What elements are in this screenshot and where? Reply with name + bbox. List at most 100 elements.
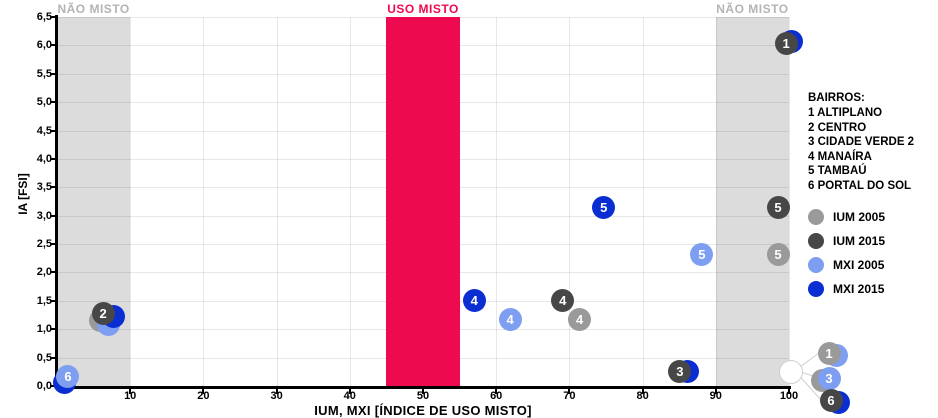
- y-axis-tick: [50, 243, 55, 246]
- marker-bairro-1-ium-2015[interactable]: 1: [774, 31, 798, 55]
- series-color-dot: [808, 257, 824, 273]
- x-tick-label: 100: [779, 390, 799, 402]
- x-axis-line: [55, 386, 791, 389]
- vertical-gridline: [789, 17, 790, 386]
- bairros-legend: BAIRROS: 1 ALTIPLANO 2 CENTRO 3 CIDADE V…: [808, 92, 938, 193]
- vertical-gridline: [203, 17, 205, 386]
- x-axis-tick: [568, 389, 571, 394]
- y-axis-line: [55, 15, 58, 389]
- vertical-gridline: [642, 17, 644, 386]
- y-axis-tick: [50, 157, 55, 160]
- band-uso-misto: [386, 17, 460, 386]
- vertical-gridline: [349, 17, 351, 386]
- y-axis-tick: [50, 186, 55, 189]
- marker-bairro-5-ium-2015[interactable]: 5: [766, 196, 790, 220]
- x-axis-tick: [714, 389, 717, 394]
- marker-bairro-4-mxi-2015[interactable]: 4: [462, 289, 486, 313]
- legend-item-centro: 2 CENTRO: [808, 121, 867, 134]
- vertical-gridline: [715, 17, 717, 386]
- series-legend-label: IUM 2015: [833, 234, 886, 248]
- band-title: NÃO MISTO: [716, 2, 789, 16]
- y-axis-tick: [50, 271, 55, 274]
- y-axis-tick: [50, 299, 55, 302]
- x-tick-label: 60: [490, 390, 503, 402]
- y-tick-label: 6,5: [36, 11, 52, 23]
- x-tick-label: 90: [709, 390, 722, 402]
- callout-badge-6[interactable]: 6: [819, 388, 843, 412]
- x-tick-label: 50: [416, 390, 430, 402]
- y-axis-title: IA [FSI]: [16, 173, 30, 215]
- y-axis-tick: [50, 44, 55, 47]
- x-axis-tick: [495, 389, 498, 394]
- series-color-dot: [808, 281, 824, 297]
- y-axis-tick: [50, 385, 55, 387]
- callout-anchor-circle: [779, 359, 804, 384]
- x-tick-label: 20: [197, 390, 210, 402]
- y-axis-tick: [50, 328, 55, 331]
- series-legend-label: MXI 2005: [833, 258, 885, 272]
- legend-item-tambau: 5 TAMBAÚ: [808, 165, 867, 177]
- band-title: NÃO MISTO: [57, 2, 130, 16]
- y-tick-label: 4,0: [36, 152, 52, 165]
- y-tick-label: 2,5: [36, 238, 52, 251]
- marker-bairro-4-ium-2015[interactable]: 4: [551, 289, 575, 313]
- y-tick-label: 0,0: [36, 380, 52, 392]
- x-axis-tick: [788, 389, 790, 394]
- bairros-legend-title: BAIRROS:: [808, 92, 865, 104]
- x-axis-tick: [641, 389, 644, 394]
- series-legend-row-ium-2005: IUM 2005: [808, 205, 885, 229]
- legend-item-altiplano: 1 ALTIPLANO: [808, 107, 883, 119]
- y-tick-label: 0,5: [36, 351, 52, 364]
- x-tick-label: 10: [124, 390, 137, 402]
- legend-item-portal-do-sol: 6 PORTAL DO SOL: [808, 179, 912, 192]
- x-tick-label: 80: [636, 390, 649, 402]
- y-tick-label: 6,0: [36, 39, 52, 52]
- legend-item-manaira: 4 MANAÍRA: [808, 150, 872, 163]
- vertical-gridline: [130, 17, 132, 386]
- marker-bairro-5-ium-2005[interactable]: 5: [766, 243, 790, 267]
- marker-bairro-5-mxi-2015[interactable]: 5: [592, 196, 616, 220]
- series-color-dot: [808, 209, 824, 225]
- marker-bairro-6-mxi-2005[interactable]: 6: [56, 365, 80, 389]
- callout-badge-3[interactable]: 3: [817, 366, 841, 390]
- marker-bairro-3-ium-2015[interactable]: 3: [668, 360, 692, 384]
- marker-bairro-2-ium-2015[interactable]: 2: [91, 302, 115, 326]
- band-nao-misto: [57, 17, 131, 386]
- series-legend-row-ium-2015: IUM 2015: [808, 229, 885, 253]
- y-axis-tick: [50, 72, 55, 75]
- vertical-gridline: [276, 17, 278, 386]
- vertical-gridline: [569, 17, 571, 386]
- series-legend-row-mxi-2015: MXI 2015: [808, 277, 885, 301]
- x-tick-label: 30: [270, 390, 283, 402]
- marker-bairro-4-mxi-2005[interactable]: 4: [498, 307, 522, 331]
- series-legend: IUM 2005 IUM 2015 MXI 2005 MXI 2015: [808, 205, 885, 301]
- vertical-gridline: [496, 17, 498, 386]
- series-legend-label: MXI 2015: [833, 282, 885, 296]
- y-axis-tick: [50, 129, 55, 132]
- y-tick-label: 3,5: [36, 181, 52, 194]
- x-axis-tick: [422, 389, 424, 394]
- x-axis-tick: [202, 389, 205, 394]
- y-tick-label: 5,5: [36, 67, 52, 80]
- y-axis-tick: [50, 101, 55, 104]
- x-tick-label: 40: [343, 390, 356, 402]
- x-axis-tick: [348, 389, 351, 394]
- marker-bairro-4-ium-2005[interactable]: 4: [568, 307, 592, 331]
- series-legend-row-mxi-2005: MXI 2005: [808, 253, 885, 277]
- x-tick-label: 70: [563, 390, 576, 402]
- y-tick-label: 5,0: [36, 96, 52, 109]
- series-legend-label: IUM 2005: [833, 210, 886, 224]
- band-title: USO MISTO: [387, 2, 459, 16]
- x-axis-tick: [129, 389, 132, 394]
- y-axis-tick: [50, 214, 55, 217]
- marker-bairro-5-mxi-2005[interactable]: 5: [690, 243, 714, 267]
- x-axis-tick: [275, 389, 278, 394]
- callout-badge-1[interactable]: 1: [817, 341, 841, 365]
- legend-item-cidade-verde: 3 CIDADE VERDE 2: [808, 136, 915, 148]
- y-tick-label: 1,0: [36, 323, 52, 336]
- series-color-dot: [808, 233, 824, 249]
- y-tick-label: 2,0: [36, 266, 52, 279]
- y-axis-tick: [50, 356, 55, 359]
